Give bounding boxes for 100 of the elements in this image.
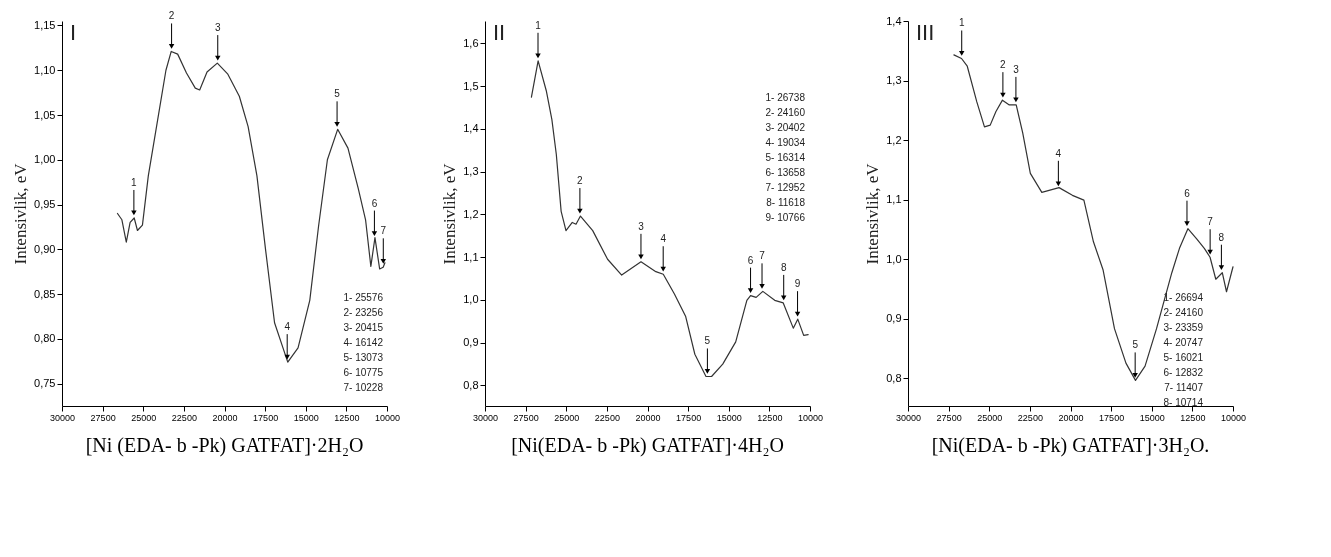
annotation: 6 xyxy=(747,254,754,266)
annotation: 1 xyxy=(131,176,138,188)
x-tick-label: 27500 xyxy=(513,412,539,423)
text: [Ni(EDA- b -Pk) GATFAT]·3H₂O. xyxy=(931,434,1210,457)
line-series xyxy=(953,54,1234,382)
annotation: 9 xyxy=(794,278,801,290)
y-tick-label: 1,6 xyxy=(463,36,479,49)
annotation: 3 xyxy=(214,22,221,34)
y-tick-label: 1,0 xyxy=(463,293,479,306)
annotation: 1 xyxy=(958,17,965,29)
annotation: 2- 23256 xyxy=(343,307,384,319)
x-tick-label: 20000 xyxy=(1058,412,1084,423)
annotation: 1 xyxy=(535,19,542,31)
annotation: 5 xyxy=(334,88,341,100)
x-tick-label: 20000 xyxy=(212,412,238,423)
x-tick-label: 15000 xyxy=(1139,412,1165,423)
y-axis-title: Intensivlik, eV xyxy=(440,162,460,265)
y-axis-title: Intensivlik, eV xyxy=(863,162,883,265)
y-tick-label: 0,90 xyxy=(34,242,56,255)
x-tick-label: 30000 xyxy=(49,412,76,423)
y-tick-label: 1,4 xyxy=(463,122,479,135)
y-tick-label: 1,2 xyxy=(463,207,479,220)
annotation: 2 xyxy=(1000,59,1007,71)
annotation: I xyxy=(70,20,77,45)
y-tick-label: 1,15 xyxy=(34,18,56,31)
y-tick-label: 1,1 xyxy=(463,250,479,263)
annotation: 6 xyxy=(1184,187,1191,199)
annotation: 4- 19034 xyxy=(765,137,806,148)
annotation: 7 xyxy=(380,225,387,237)
y-tick-label: 1,5 xyxy=(463,79,479,92)
annotation: 8- 11618 xyxy=(766,197,806,208)
annotation: 9- 10766 xyxy=(765,212,806,223)
y-tick-label: 0,85 xyxy=(34,287,56,300)
annotation: 2- 24160 xyxy=(1163,307,1204,319)
x-tick-label: 30000 xyxy=(472,412,499,423)
y-tick-label: 0,75 xyxy=(34,377,56,390)
annotation: 6- 10775 xyxy=(343,367,384,379)
annotation: 7 xyxy=(759,250,766,262)
x-tick-label: 10000 xyxy=(797,412,824,423)
annotation: 4 xyxy=(284,321,291,333)
annotation: 7- 11407 xyxy=(1164,382,1204,394)
x-tick-label: 15000 xyxy=(293,412,319,423)
annotation: III xyxy=(916,20,935,45)
y-tick-label: 0,80 xyxy=(34,332,56,345)
x-tick-label: 10000 xyxy=(374,412,401,423)
x-tick-label: 17500 xyxy=(1099,412,1125,423)
y-tick-label: 1,3 xyxy=(463,165,479,178)
y-tick-label: 1,4 xyxy=(886,14,902,27)
y-tick-label: 1,10 xyxy=(34,63,56,76)
x-tick-label: 22500 xyxy=(171,412,197,423)
annotation: 1- 26738 xyxy=(765,92,806,103)
x-tick-label: 25000 xyxy=(131,412,157,423)
y-tick-label: 0,9 xyxy=(886,312,902,325)
y-axis-title: Intensivlik, eV xyxy=(11,162,31,265)
x-tick-label: 22500 xyxy=(1017,412,1043,423)
annotation: 3- 23359 xyxy=(1163,322,1204,334)
annotation: 7- 12952 xyxy=(765,182,806,193)
annotation: 6- 12832 xyxy=(1163,367,1204,379)
y-tick-label: 0,95 xyxy=(34,198,56,211)
x-tick-label: 10000 xyxy=(1220,412,1247,423)
x-tick-label: 17500 xyxy=(676,412,702,423)
annotation: 5- 13073 xyxy=(343,352,384,364)
x-tick-label: 25000 xyxy=(977,412,1003,423)
annotation: II xyxy=(493,20,506,45)
annotation: 5- 16314 xyxy=(765,152,806,163)
x-tick-label: 22500 xyxy=(594,412,620,423)
line-series xyxy=(530,60,809,378)
annotation: 5 xyxy=(704,335,711,347)
annotation: 2 xyxy=(168,10,175,22)
annotation: 2 xyxy=(577,175,584,187)
y-tick-label: 0,8 xyxy=(886,371,902,384)
annotation: 4- 20747 xyxy=(1163,337,1204,349)
text: [Ni (EDA- b -Pk) GATFAT]·2H₂O xyxy=(85,434,364,457)
x-tick-label: 12500 xyxy=(1180,412,1206,423)
annotation: 2- 24160 xyxy=(765,107,806,118)
y-tick-label: 1,00 xyxy=(34,153,56,166)
annotation: 1- 25576 xyxy=(343,292,384,304)
y-tick-label: 1,1 xyxy=(886,193,902,206)
x-tick-label: 17500 xyxy=(253,412,279,423)
annotation: 6 xyxy=(371,197,378,209)
annotation: 4 xyxy=(660,233,667,245)
x-tick-label: 30000 xyxy=(895,412,922,423)
annotation: 8- 10714 xyxy=(1163,397,1204,409)
annotation: 5- 16021 xyxy=(1163,352,1204,364)
text: [Ni(EDA- b -Pk) GATFAT]·4H₂O xyxy=(511,434,784,457)
y-tick-label: 1,0 xyxy=(886,252,902,265)
x-tick-label: 27500 xyxy=(90,412,116,423)
annotation: 3 xyxy=(638,220,645,232)
y-tick-label: 1,2 xyxy=(886,133,902,146)
y-tick-label: 0,9 xyxy=(463,336,479,349)
annotation: 5 xyxy=(1132,339,1139,351)
annotation: 4 xyxy=(1055,147,1062,159)
x-tick-label: 20000 xyxy=(635,412,661,423)
x-tick-label: 25000 xyxy=(554,412,580,423)
annotation: 8 xyxy=(780,261,787,273)
annotation: 8 xyxy=(1218,231,1225,243)
x-tick-label: 27500 xyxy=(936,412,962,423)
annotation: 3- 20415 xyxy=(343,322,384,334)
y-tick-label: 0,8 xyxy=(463,378,479,391)
y-tick-label: 1,05 xyxy=(34,108,56,121)
